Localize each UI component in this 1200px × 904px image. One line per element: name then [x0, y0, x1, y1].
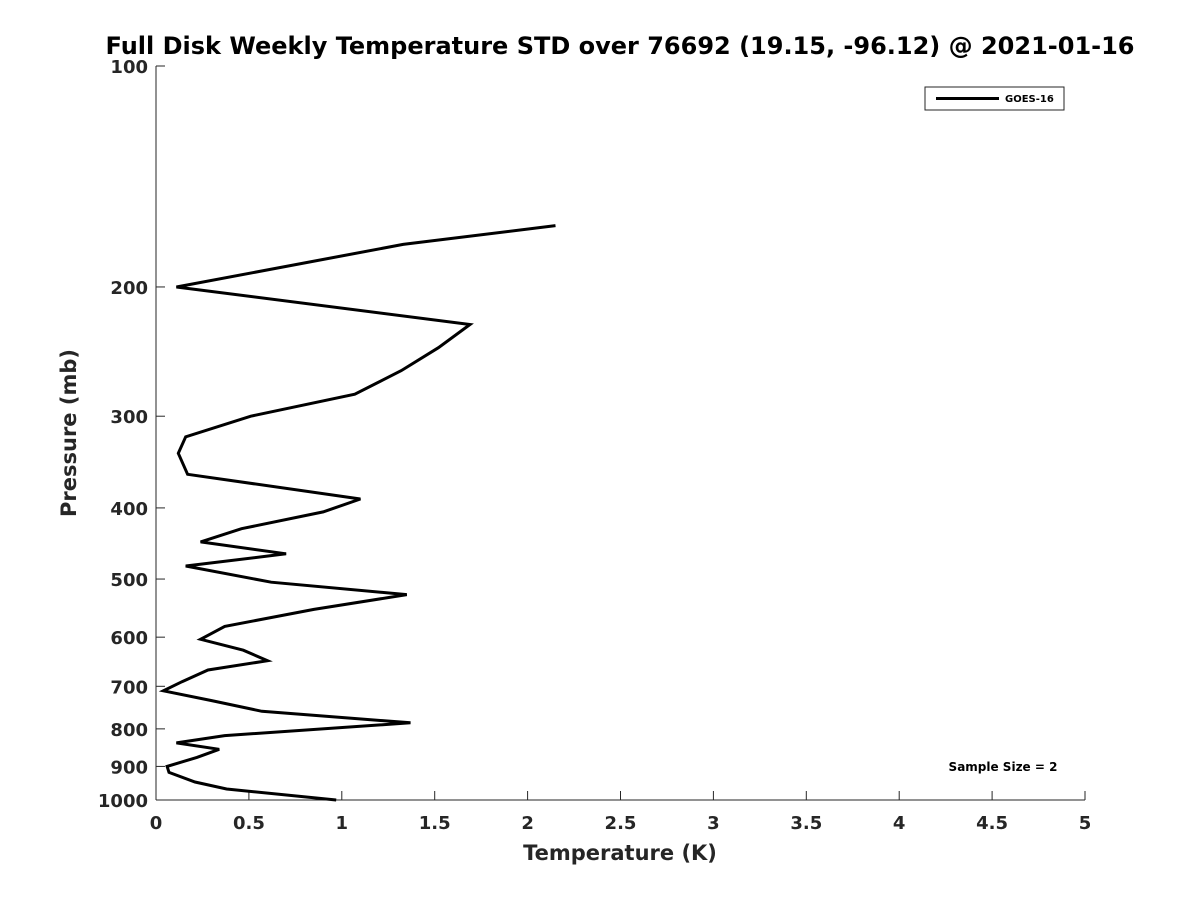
chart-title: Full Disk Weekly Temperature STD over 76…: [106, 32, 1135, 60]
x-tick-label: 1: [336, 813, 349, 834]
y-tick-label: 1000: [98, 791, 148, 812]
x-tick-label: 1.5: [419, 813, 451, 834]
y-tick-label: 600: [110, 628, 148, 649]
x-tick-label: 3.5: [790, 813, 822, 834]
x-tick-label: 4.5: [976, 813, 1008, 834]
x-tick-label: 3: [707, 813, 720, 834]
x-ticks-group: 0 0.5 1 1.5 2 2.5 3 3.5 4 4.5 5: [150, 791, 1092, 834]
legend-label-goes-16: GOES-16: [1005, 94, 1054, 105]
y-ticks-group: 100 200 300 400 500 600 700 800 900 1000: [98, 57, 165, 812]
y-tick-label: 900: [110, 757, 148, 778]
series-line-goes-16: [158, 224, 556, 802]
y-tick-label: 300: [110, 407, 148, 428]
legend: GOES-16: [924, 86, 1065, 111]
y-tick-label: 500: [110, 570, 148, 591]
y-tick-label: 200: [110, 278, 148, 299]
x-tick-label: 2.5: [605, 813, 637, 834]
x-tick-label: 5: [1079, 813, 1092, 834]
x-tick-label: 2: [521, 813, 534, 834]
x-axis-label: Temperature (K): [523, 841, 717, 865]
x-tick-label: 0.5: [233, 813, 265, 834]
y-axis-label: Pressure (mb): [57, 349, 81, 517]
y-tick-label: 400: [110, 499, 148, 520]
x-tick-label: 4: [893, 813, 906, 834]
axes-group: [155, 66, 1085, 801]
series-group: [158, 224, 556, 802]
sample-size-annotation: Sample Size = 2: [949, 760, 1058, 774]
y-tick-label: 700: [110, 677, 148, 698]
y-tick-label: 100: [110, 57, 148, 78]
y-tick-label: 800: [110, 720, 148, 741]
x-tick-label: 0: [150, 813, 163, 834]
